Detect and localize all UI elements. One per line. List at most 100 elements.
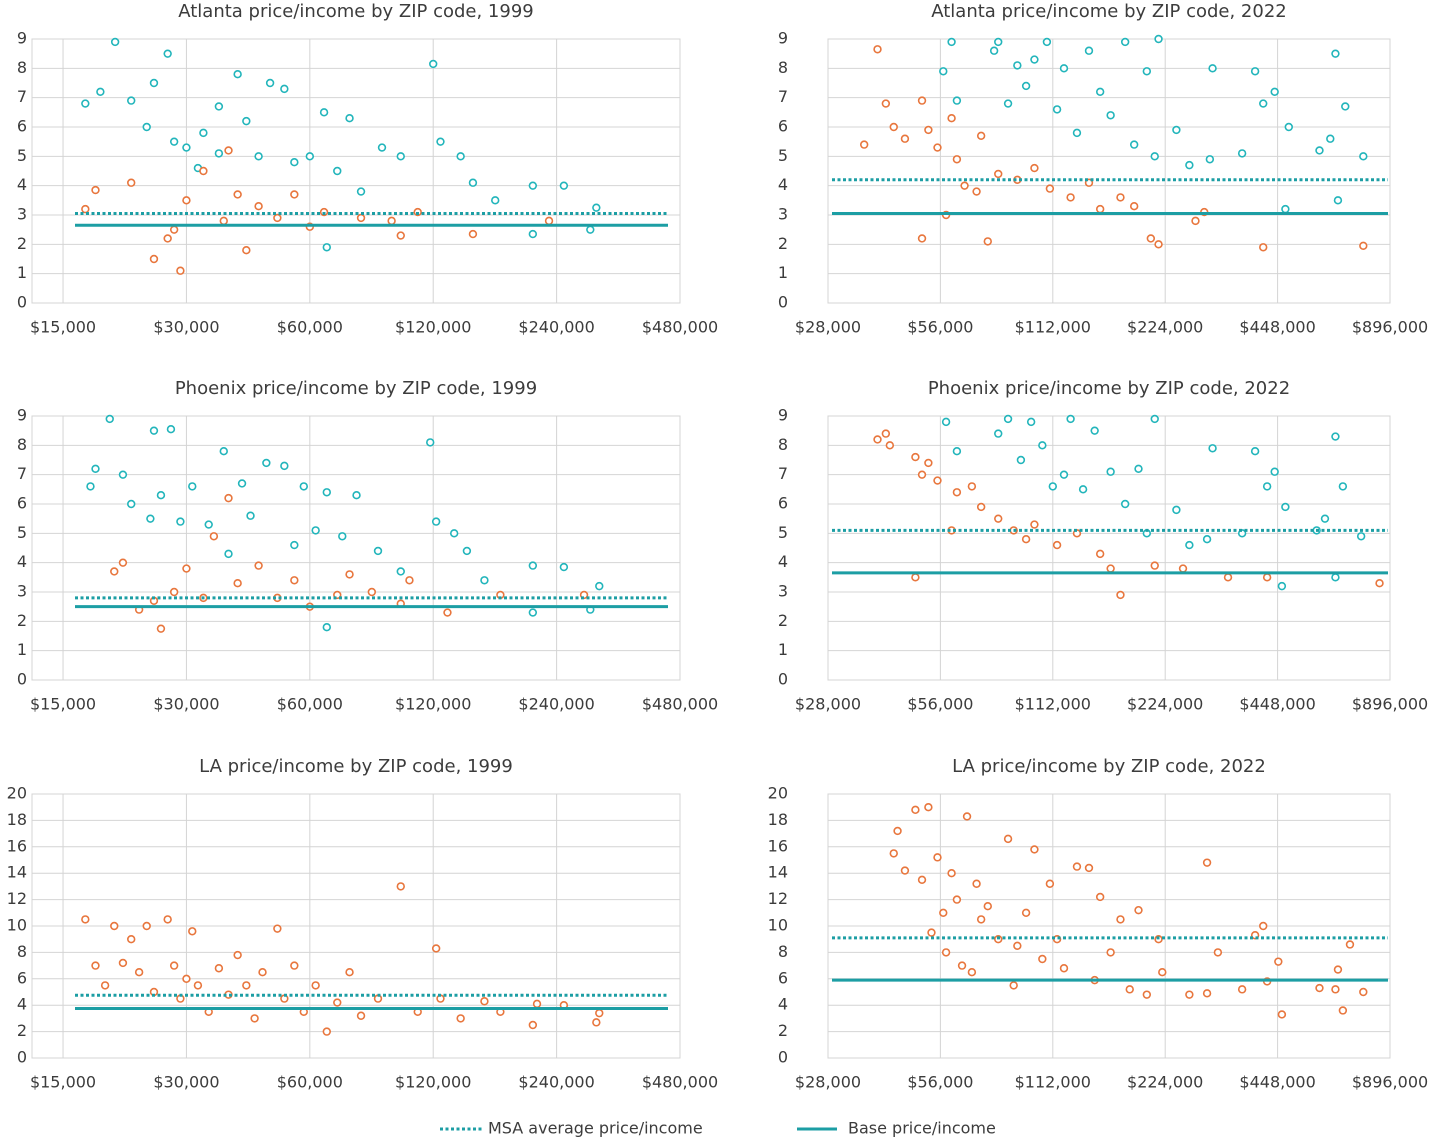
y-tick-label: 6 bbox=[778, 117, 788, 136]
y-tick-label: 6 bbox=[17, 494, 27, 513]
point bbox=[1326, 134, 1335, 143]
point bbox=[1134, 905, 1143, 915]
point bbox=[169, 137, 179, 146]
point bbox=[1274, 957, 1283, 966]
point bbox=[254, 202, 263, 211]
point bbox=[1202, 858, 1212, 867]
point bbox=[917, 875, 927, 884]
point bbox=[305, 152, 315, 161]
point bbox=[911, 573, 920, 582]
x-tick-label: $240,000 bbox=[518, 695, 594, 714]
point bbox=[367, 587, 377, 597]
x-tick-label: $448,000 bbox=[1239, 695, 1315, 714]
y-tick-label: 3 bbox=[17, 205, 27, 224]
point bbox=[233, 190, 242, 199]
y-tick-label: 12 bbox=[7, 889, 27, 908]
y-tick-label: 9 bbox=[778, 29, 788, 48]
point bbox=[311, 981, 320, 990]
point bbox=[989, 46, 999, 55]
y-tick-label: 1 bbox=[778, 640, 788, 659]
point bbox=[983, 237, 992, 246]
point bbox=[947, 113, 956, 123]
point bbox=[1202, 989, 1212, 998]
point bbox=[322, 243, 331, 252]
point bbox=[163, 49, 172, 58]
point bbox=[962, 812, 972, 821]
point bbox=[1150, 414, 1159, 424]
point bbox=[387, 216, 396, 226]
point bbox=[1116, 915, 1125, 924]
point bbox=[356, 1011, 366, 1020]
chart-title: LA price/income by ZIP code, 1999 bbox=[199, 756, 513, 777]
point bbox=[1315, 983, 1324, 993]
point bbox=[242, 246, 251, 255]
point bbox=[1320, 514, 1330, 523]
point bbox=[224, 493, 233, 503]
point bbox=[933, 143, 942, 152]
point bbox=[118, 958, 128, 968]
y-tick-label: 5 bbox=[778, 146, 788, 165]
point bbox=[86, 482, 95, 491]
point bbox=[1026, 417, 1036, 427]
point bbox=[1013, 941, 1022, 950]
point bbox=[1084, 863, 1094, 873]
point bbox=[1281, 204, 1290, 214]
point bbox=[1030, 55, 1039, 64]
point bbox=[1048, 482, 1058, 491]
y-tick-label: 3 bbox=[17, 582, 27, 601]
point bbox=[491, 196, 500, 205]
point bbox=[1338, 1006, 1348, 1015]
point bbox=[1259, 99, 1268, 108]
point bbox=[1120, 499, 1130, 509]
point bbox=[1134, 464, 1143, 473]
point bbox=[258, 967, 267, 977]
y-tick-label: 12 bbox=[768, 889, 788, 908]
point bbox=[1270, 467, 1279, 476]
y-tick-label: 8 bbox=[17, 435, 27, 454]
point bbox=[952, 895, 962, 904]
point bbox=[163, 915, 172, 924]
point bbox=[1021, 81, 1031, 91]
point bbox=[1042, 37, 1052, 47]
x-tick-label: $56,000 bbox=[907, 318, 973, 337]
point bbox=[881, 429, 891, 438]
y-tick-label: 5 bbox=[17, 523, 27, 542]
point bbox=[176, 517, 185, 526]
chart-title: LA price/income by ZIP code, 2022 bbox=[952, 756, 1266, 777]
x-tick-label: $15,000 bbox=[30, 1073, 96, 1092]
point bbox=[917, 470, 927, 479]
point bbox=[1078, 485, 1088, 494]
point bbox=[91, 464, 100, 473]
point bbox=[889, 122, 898, 132]
point bbox=[1116, 590, 1125, 600]
point bbox=[480, 997, 489, 1006]
y-tick-label: 4 bbox=[778, 995, 788, 1014]
point bbox=[967, 967, 977, 977]
point bbox=[134, 967, 144, 977]
point bbox=[1213, 948, 1223, 957]
point bbox=[233, 69, 242, 79]
point bbox=[142, 921, 151, 931]
point bbox=[1150, 152, 1159, 161]
y-tick-label: 2 bbox=[17, 234, 27, 253]
point bbox=[1142, 67, 1152, 76]
point bbox=[873, 435, 882, 444]
point bbox=[456, 1014, 465, 1023]
point bbox=[1072, 862, 1082, 871]
point bbox=[994, 37, 1003, 47]
point bbox=[396, 231, 405, 240]
point bbox=[1262, 482, 1272, 491]
point bbox=[952, 447, 962, 456]
point bbox=[468, 178, 478, 187]
point bbox=[1259, 921, 1268, 931]
point bbox=[933, 853, 942, 862]
y-tick-label: 8 bbox=[17, 942, 27, 961]
y-tick-label: 8 bbox=[778, 942, 788, 961]
point bbox=[976, 915, 986, 924]
point bbox=[1359, 241, 1368, 251]
y-tick-label: 0 bbox=[778, 1048, 788, 1067]
point bbox=[595, 1008, 604, 1018]
point bbox=[893, 826, 902, 836]
point bbox=[941, 417, 951, 427]
point bbox=[443, 608, 452, 617]
